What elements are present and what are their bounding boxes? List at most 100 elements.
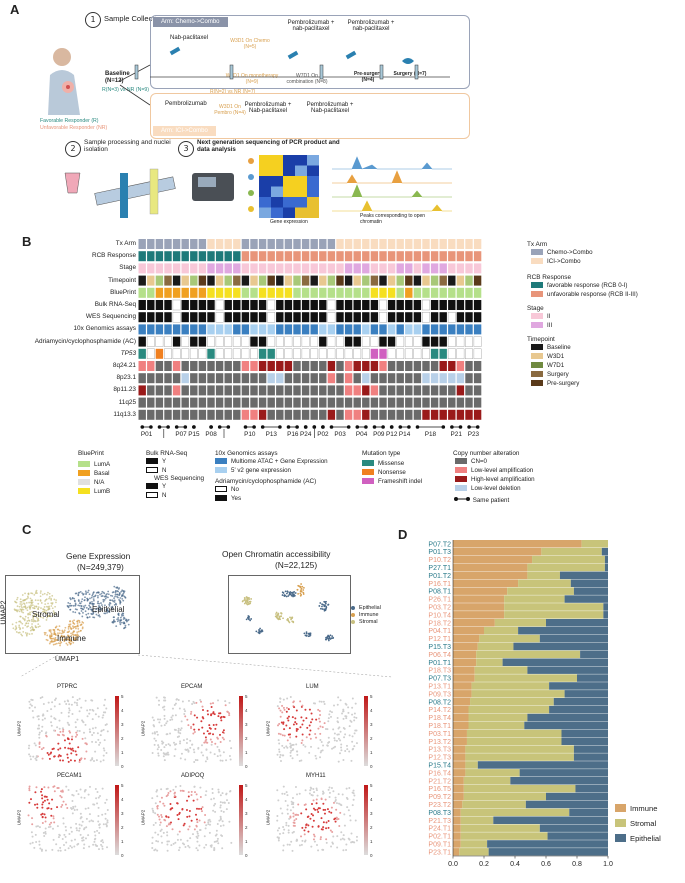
feature-point <box>317 747 320 750</box>
umap-point <box>301 585 304 588</box>
umap-point <box>41 593 44 596</box>
feature-point <box>287 831 290 834</box>
feature-point <box>319 725 322 728</box>
umap-point <box>22 630 25 633</box>
oncoprint-cell <box>138 373 146 384</box>
umap-point <box>293 594 296 597</box>
heatmap-cell <box>271 197 283 208</box>
drug-pembro-nab-2: Pembrolizumab + nab-paclitaxel <box>347 20 395 32</box>
feature-point <box>50 807 53 810</box>
oncoprint-cell <box>258 348 267 359</box>
oncoprint-cell <box>387 312 396 323</box>
umap-point <box>92 595 95 598</box>
feature-point <box>151 752 154 755</box>
oncoprint-cell <box>353 251 361 262</box>
feature-point <box>311 794 314 797</box>
panel-c-label: C <box>22 522 32 537</box>
feature-point <box>289 736 292 739</box>
feature-point <box>335 816 338 819</box>
feature-point <box>29 703 32 706</box>
oncoprint-cell <box>138 239 146 249</box>
oncoprint-cell <box>310 263 318 274</box>
oncoprint-cell <box>181 385 189 396</box>
feature-point <box>308 724 311 727</box>
feature-point <box>212 797 215 800</box>
feature-point <box>80 824 83 827</box>
feature-point <box>88 820 91 823</box>
oncoprint-cell <box>267 239 275 249</box>
feature-point <box>80 816 83 819</box>
blueprint-legend-title: BluePrint <box>78 450 104 457</box>
feature-point <box>105 798 108 801</box>
feature-point <box>180 720 183 723</box>
umap-point <box>119 599 121 602</box>
oncoprint-cell <box>284 324 293 335</box>
umap-point <box>287 620 290 623</box>
umap-point <box>106 593 108 595</box>
feature-point <box>102 754 105 757</box>
oncoprint-cell <box>215 348 224 360</box>
umap-point <box>30 602 33 605</box>
oncoprint-cell <box>430 263 439 274</box>
feature-point <box>219 759 222 762</box>
feature-point <box>96 707 99 710</box>
oncoprint-cell <box>267 361 275 371</box>
umap-point <box>95 591 98 594</box>
legend-swatch-epithelial <box>615 834 626 842</box>
oncoprint-cell <box>233 251 241 262</box>
feature-point <box>56 726 59 729</box>
oncoprint-cell <box>147 385 155 396</box>
feature-point <box>181 807 184 810</box>
umap-point <box>121 612 124 615</box>
bar-immune <box>453 626 484 635</box>
tp-legend-item-swatch <box>531 380 543 387</box>
umap-point <box>114 595 116 598</box>
oncoprint-cell <box>198 373 207 384</box>
oncoprint-cell <box>396 239 404 249</box>
oncoprint-cell <box>370 312 379 323</box>
feature-point <box>169 732 172 735</box>
umap-point <box>277 618 280 621</box>
legend-label: Stromal <box>630 819 656 828</box>
feature-point <box>310 745 313 748</box>
oncoprint-cell <box>293 239 301 249</box>
feature-point <box>53 785 56 788</box>
feature-point <box>320 749 323 752</box>
oncoprint-cell <box>362 397 370 408</box>
patient-label: P15 <box>188 431 200 438</box>
umap-point <box>14 625 17 628</box>
feature-point <box>165 722 168 725</box>
oncoprint-cell <box>293 336 301 347</box>
feature-point <box>176 838 179 841</box>
umap-point <box>66 631 69 634</box>
oncoprint-cell <box>190 312 198 323</box>
umap-point <box>29 606 31 609</box>
feature-point <box>277 739 280 742</box>
feature-point <box>44 816 47 819</box>
feature-point <box>224 704 227 707</box>
feature-point <box>105 707 108 710</box>
row-label: WES Sequencing <box>85 313 136 321</box>
feature-point <box>196 798 199 801</box>
panel-b: Tx Arm RCB Response Stage Timepoint BluePrin… <box>0 238 685 518</box>
oncoprint-cell <box>198 409 207 420</box>
umap-point <box>284 590 287 593</box>
heatmap-cell <box>307 186 319 197</box>
feature-point <box>74 721 77 724</box>
feature-point <box>97 814 100 817</box>
same-patient-dot <box>475 425 480 429</box>
timeline-graphic <box>119 46 450 106</box>
feature-point <box>157 699 160 702</box>
patient-label: P08 <box>205 431 217 438</box>
feature-point <box>85 817 88 820</box>
feature-point <box>75 753 78 756</box>
oncoprint-cell <box>319 409 327 420</box>
umap-point <box>58 632 61 635</box>
bar-epithelial <box>527 666 608 674</box>
feature-point <box>199 829 202 832</box>
feature-point <box>61 727 64 730</box>
feature-point <box>98 743 101 746</box>
feature-point <box>292 815 295 818</box>
w3d1-mono: W3D1 On monotherapy (N=9) <box>225 73 279 85</box>
feature-point <box>308 733 311 736</box>
